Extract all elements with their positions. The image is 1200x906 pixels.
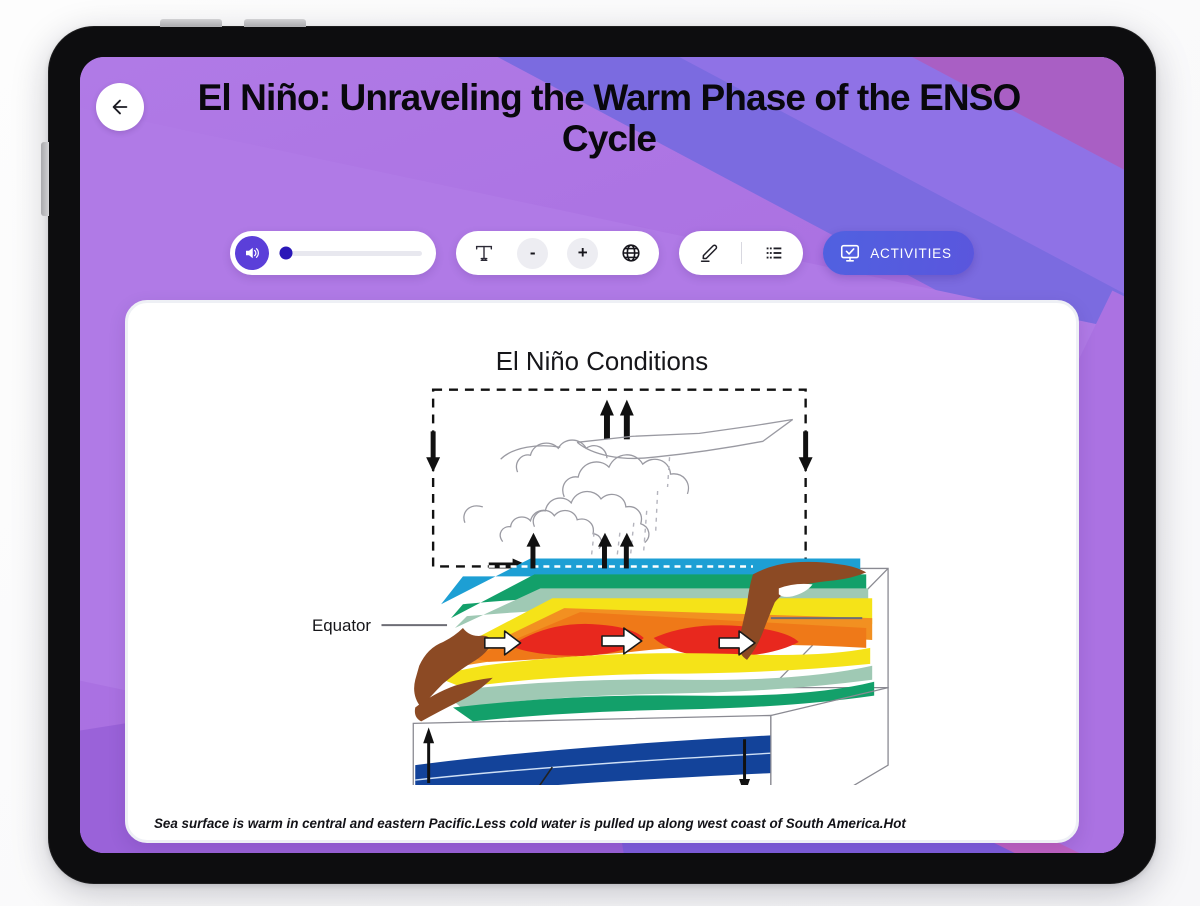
increase-font-size-button[interactable]: + [567,237,599,269]
speaker-volume-icon [246,247,260,259]
decrease-font-label: - [529,242,536,262]
convective-clouds [463,418,794,549]
reader-toolbar: - + [80,231,1124,275]
ocean-cross-section [412,686,889,785]
volume-down-button[interactable] [244,19,306,27]
page-title: El Niño: Unraveling the Warm Phase of th… [197,77,1022,160]
language-button[interactable] [617,239,645,267]
increase-font-label: + [577,242,588,262]
land-west [414,628,493,708]
arrow-left-icon [112,99,128,115]
surface-updraft-arrows [526,532,634,569]
el-nino-conditions-diagram: El Niño Conditions [304,338,900,785]
text-control-group: - + [456,231,660,275]
power-side-button[interactable] [41,142,49,216]
equator-label: Equator [312,616,371,635]
audio-progress-slider[interactable] [279,246,423,260]
audio-control-group [230,231,437,275]
app-header: El Niño: Unraveling the Warm Phase of th… [80,57,1124,160]
back-button[interactable] [96,83,144,131]
figure-caption: Sea surface is warm in central and easte… [154,816,906,831]
figure-container: El Niño Conditions [128,325,1076,798]
land-east-south-america [738,561,867,660]
text-format-T-icon [476,245,493,262]
font-style-button[interactable] [470,239,498,267]
list-bullets-icon [766,247,782,259]
surface-current-arrows [483,627,756,656]
upwelling-downwelling-arrows [423,727,751,785]
activities-label: ACTIVITIES [870,245,952,261]
diagram-title: El Niño Conditions [496,348,708,376]
annotation-tools-group [679,231,804,275]
pencil-highlighter-icon [701,244,718,262]
land-east-notch [778,583,813,597]
land-west-lower [414,677,493,722]
lesson-content-card: El Niño Conditions [125,300,1079,843]
play-audio-button[interactable] [235,236,270,270]
tablet-screen: El Niño: Unraveling the Warm Phase of th… [80,57,1124,853]
activities-button[interactable]: ACTIVITIES [823,231,974,275]
audio-slider-thumb[interactable] [279,246,293,260]
toolbar-divider [740,242,742,264]
tablet-device-frame: El Niño: Unraveling the Warm Phase of th… [41,19,1156,884]
volume-up-button[interactable] [160,19,222,27]
monitor-check-icon [841,244,860,262]
globe-icon [622,244,640,262]
highlighter-button[interactable] [694,239,722,267]
decrease-font-size-button[interactable]: - [517,237,549,269]
contents-list-button[interactable] [760,239,788,267]
